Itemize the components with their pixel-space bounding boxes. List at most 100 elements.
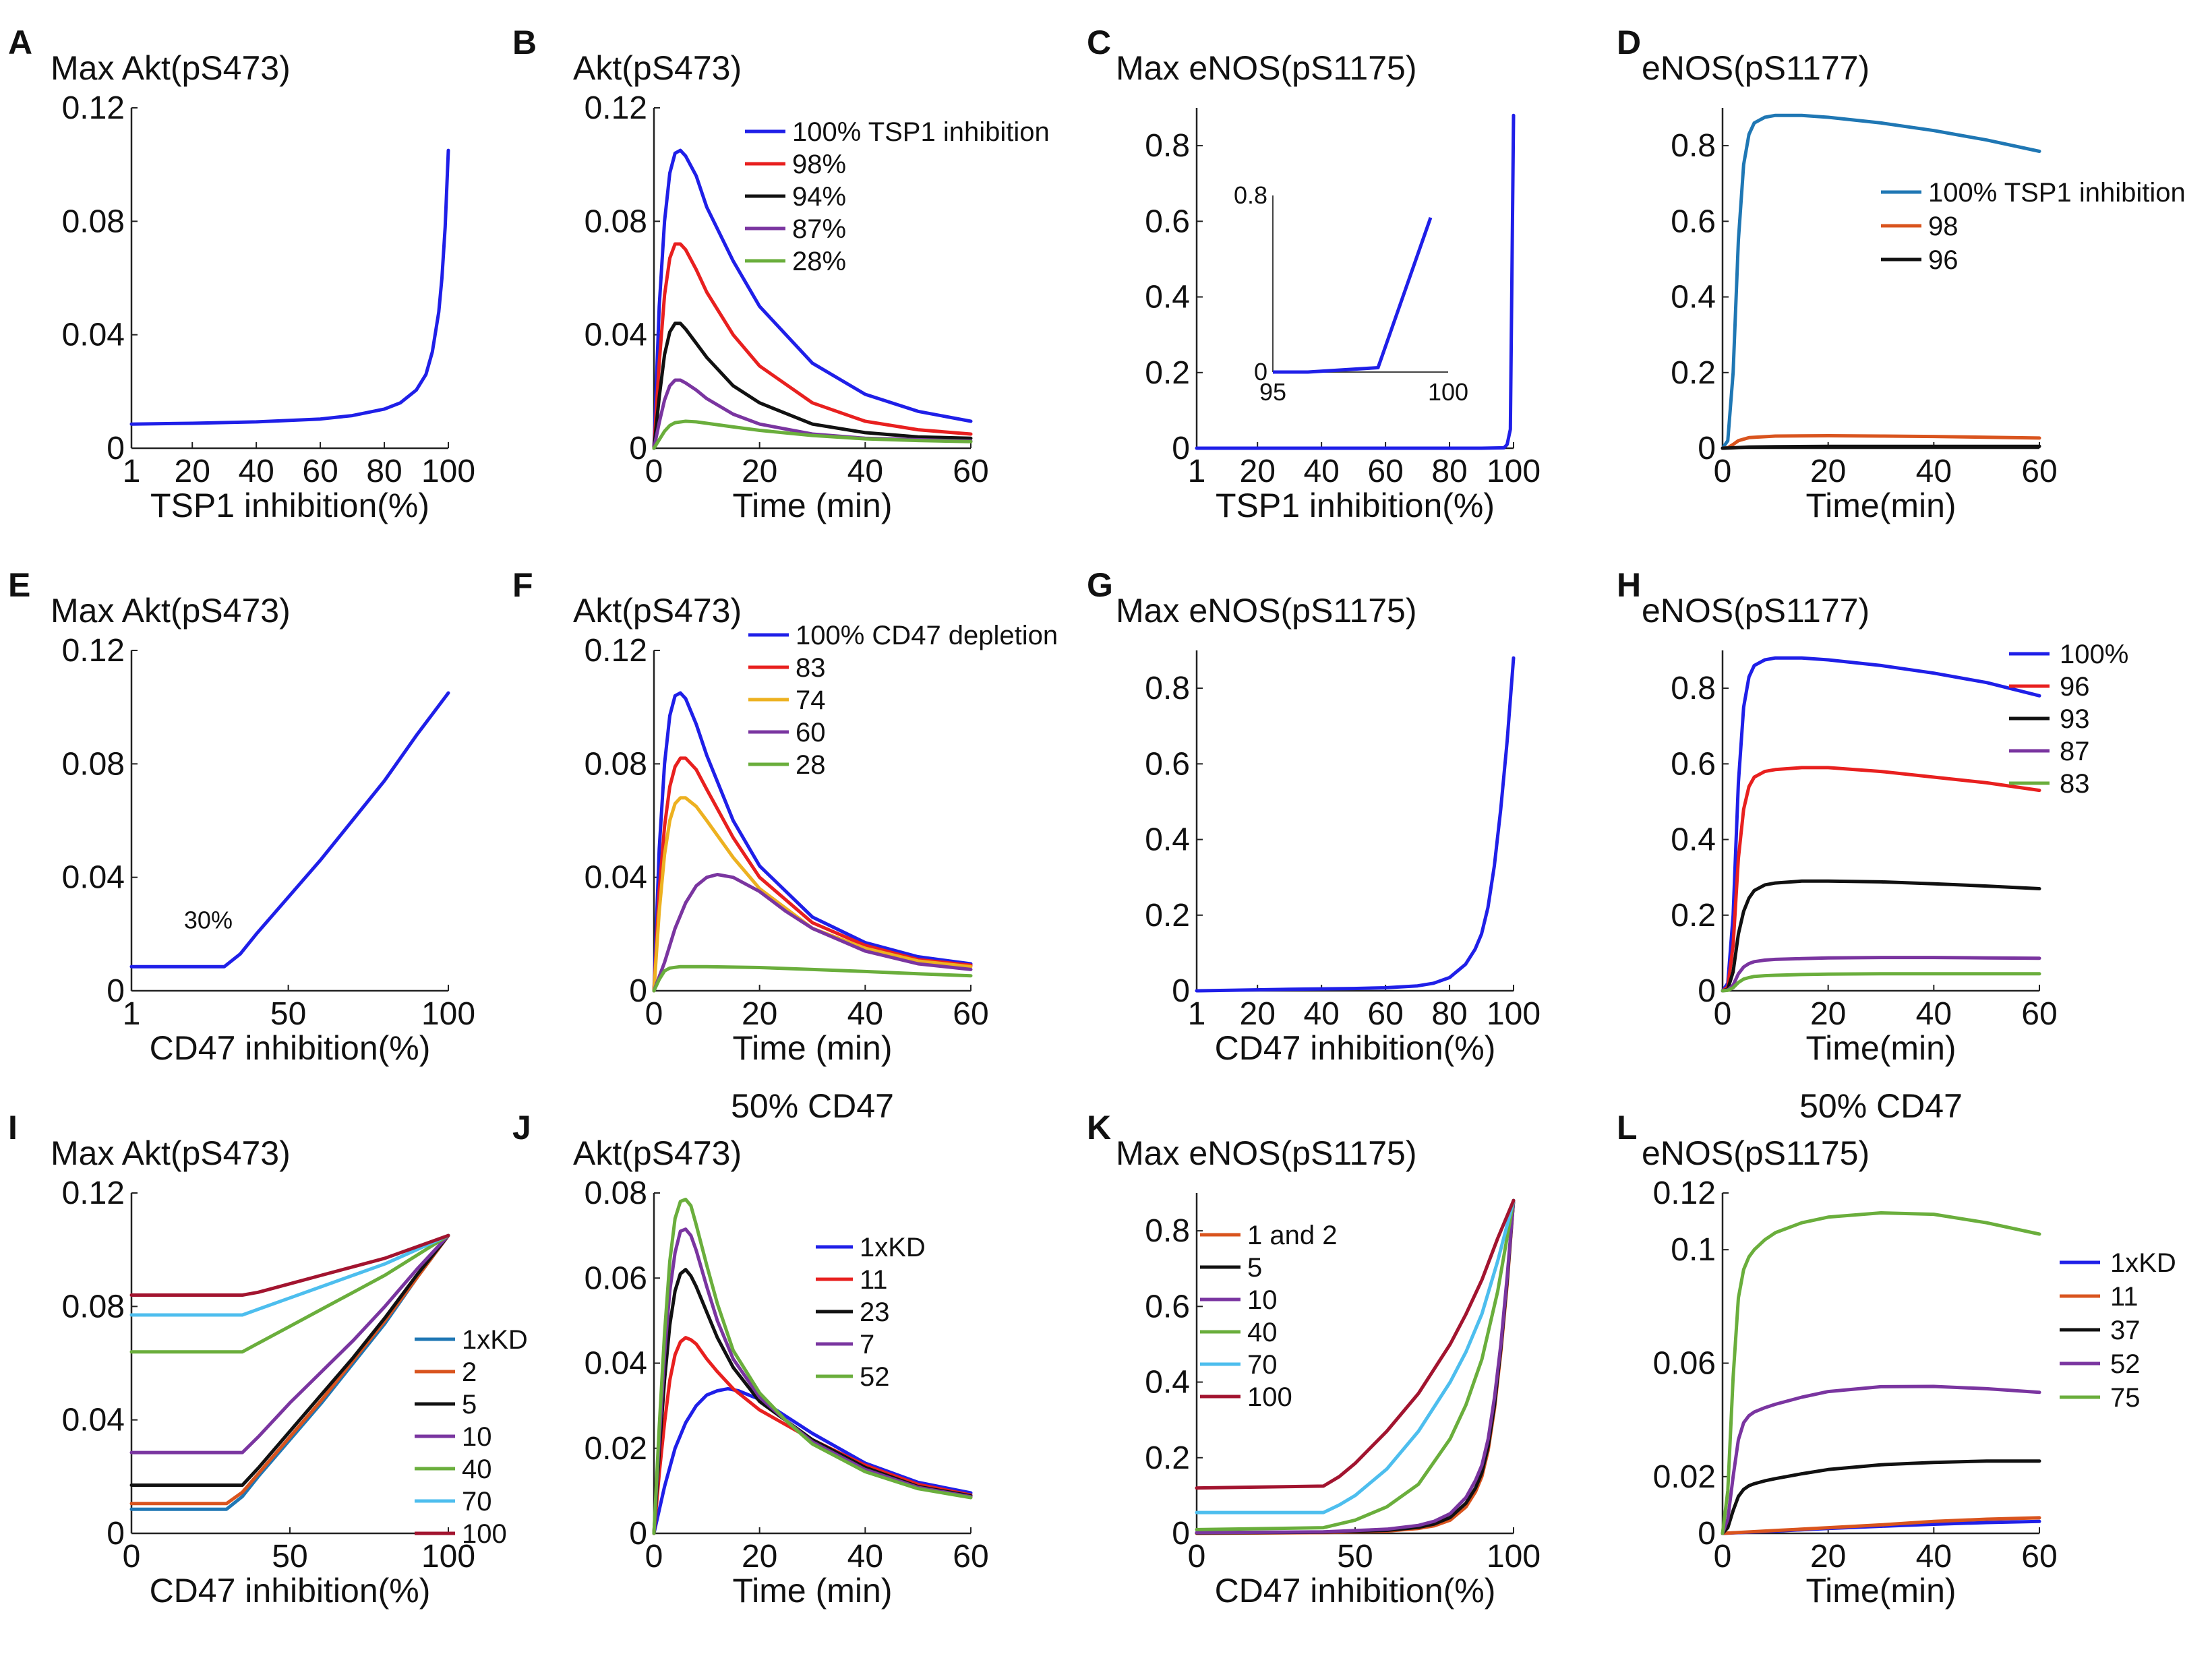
panel-label: H <box>1617 566 1641 604</box>
legend-label: 1 and 2 <box>1247 1221 1337 1250</box>
y-tick-label: 0 <box>629 1516 647 1552</box>
legend-label: 11 <box>860 1265 888 1295</box>
panel-label: C <box>1087 24 1111 61</box>
legend-label: 98 <box>1928 212 1959 241</box>
y-tick-label: 0.08 <box>585 746 647 782</box>
y-tick-label: 0.12 <box>1653 1175 1716 1211</box>
panel-title: eNOS(pS1177) <box>1642 49 1870 87</box>
x-tick-label: 0 <box>1714 1539 1732 1574</box>
x-tick-label: 1 <box>1188 454 1206 489</box>
x-axis-label: CD47 inhibition(%) <box>1215 1572 1496 1610</box>
y-tick-label: 0.12 <box>585 633 647 669</box>
x-tick-label: 60 <box>1367 996 1403 1032</box>
inset-y-tick-label: 0 <box>1254 358 1267 386</box>
x-tick-label: 60 <box>302 454 338 489</box>
legend-label: 100 <box>462 1519 507 1549</box>
legend-label: 100% TSP1 inhibition <box>1928 178 2186 208</box>
y-tick-label: 0.02 <box>1653 1459 1716 1495</box>
legend-label: 1xKD <box>462 1325 528 1355</box>
panel-title: Max Akt(pS473) <box>51 1134 291 1172</box>
x-tick-label: 50 <box>272 1539 307 1574</box>
x-tick-label: 80 <box>1431 454 1467 489</box>
x-tick-label: 20 <box>175 454 210 489</box>
legend-label: 1xKD <box>860 1233 926 1262</box>
legend-label: 10 <box>462 1422 492 1452</box>
series-line-I-2 <box>129 1233 450 1506</box>
y-tick-label: 0.12 <box>62 90 125 126</box>
series-line-E-1 <box>129 691 450 969</box>
y-tick-label: 0 <box>1172 973 1190 1009</box>
x-tick-label: 40 <box>847 1539 883 1574</box>
y-tick-label: 0 <box>1698 973 1716 1009</box>
panel-label: J <box>512 1109 531 1146</box>
legend-label: 100% TSP1 inhibition <box>792 117 1050 147</box>
y-tick-label: 0.4 <box>1671 822 1716 858</box>
x-tick-label: 20 <box>1240 996 1276 1032</box>
inset-y-tick-label: 0.8 <box>1234 181 1267 209</box>
x-tick-label: 0 <box>1714 996 1732 1032</box>
x-tick-label: 40 <box>1303 454 1339 489</box>
y-tick-label: 0.2 <box>1145 1440 1190 1476</box>
x-tick-label: 60 <box>953 996 988 1032</box>
x-tick-label: 1 <box>123 454 141 489</box>
series-line-D-2 <box>1721 434 2041 450</box>
panel-title: Max eNOS(pS1175) <box>1116 592 1416 630</box>
series-line-I-6 <box>129 1233 450 1317</box>
series-line-F-5 <box>652 964 973 993</box>
panel-label: L <box>1617 1109 1638 1146</box>
legend-label: 40 <box>1247 1318 1278 1347</box>
x-axis-label: Time(min) <box>1805 487 1956 524</box>
y-tick-label: 0 <box>1172 1516 1190 1552</box>
x-tick-label: 20 <box>742 996 777 1032</box>
y-tick-label: 0.6 <box>1145 1289 1190 1324</box>
legend-label: 52 <box>860 1362 890 1392</box>
y-tick-label: 0.6 <box>1145 746 1190 782</box>
y-tick-label: 0.08 <box>585 204 647 239</box>
y-tick-label: 0 <box>629 973 647 1009</box>
series-line-J-1 <box>652 1386 973 1535</box>
x-tick-label: 20 <box>1240 454 1276 489</box>
y-tick-label: 0.04 <box>585 317 647 353</box>
y-tick-label: 0.6 <box>1671 746 1716 782</box>
legend-label: 100% <box>2060 640 2128 669</box>
series-line-L-3 <box>1721 1459 2041 1535</box>
series-line-B-1 <box>652 148 973 450</box>
series-line-I-1 <box>129 1233 450 1511</box>
y-tick-label: 0.8 <box>1671 128 1716 164</box>
series-line-J-4 <box>652 1227 973 1535</box>
x-tick-label: 60 <box>2021 1539 2057 1574</box>
y-tick-label: 0.2 <box>1671 898 1716 933</box>
x-tick-label: 40 <box>1916 996 1952 1032</box>
x-tick-label: 40 <box>847 996 883 1032</box>
y-tick-label: 0.04 <box>62 860 125 896</box>
series-line-F-1 <box>652 691 973 993</box>
series-line-H-2 <box>1721 766 2041 993</box>
x-axis-label: Time(min) <box>1805 1572 1956 1610</box>
series-line-A-1 <box>129 148 450 426</box>
legend-label: 93 <box>2060 704 2090 734</box>
legend-label: 70 <box>1247 1350 1278 1380</box>
x-axis-label: CD47 inhibition(%) <box>1215 1029 1496 1067</box>
y-tick-label: 0.4 <box>1145 822 1190 858</box>
x-tick-label: 20 <box>1810 1539 1846 1574</box>
y-tick-label: 0.8 <box>1145 1213 1190 1249</box>
x-tick-label: 100 <box>421 1539 475 1574</box>
series-line-D-3 <box>1721 444 2041 450</box>
inset-x-tick-label: 100 <box>1428 378 1468 406</box>
series-line-J-2 <box>652 1336 973 1535</box>
y-tick-label: 0 <box>107 431 125 466</box>
x-tick-label: 40 <box>1303 996 1339 1032</box>
legend-label: 1xKD <box>2110 1248 2176 1278</box>
y-tick-label: 0.12 <box>62 633 125 669</box>
y-tick-label: 0.08 <box>585 1175 647 1211</box>
x-tick-label: 50 <box>1337 1539 1373 1574</box>
y-tick-label: 0.12 <box>585 90 647 126</box>
panel-label: I <box>8 1109 18 1146</box>
x-tick-label: 60 <box>1367 454 1403 489</box>
x-tick-label: 60 <box>953 1539 988 1574</box>
panel-label: B <box>512 24 537 61</box>
legend-label: 96 <box>2060 672 2090 702</box>
series-line-K-3 <box>1195 1198 1516 1535</box>
series-line-C-1 <box>1195 113 1516 450</box>
series-line-J-5 <box>652 1198 973 1535</box>
